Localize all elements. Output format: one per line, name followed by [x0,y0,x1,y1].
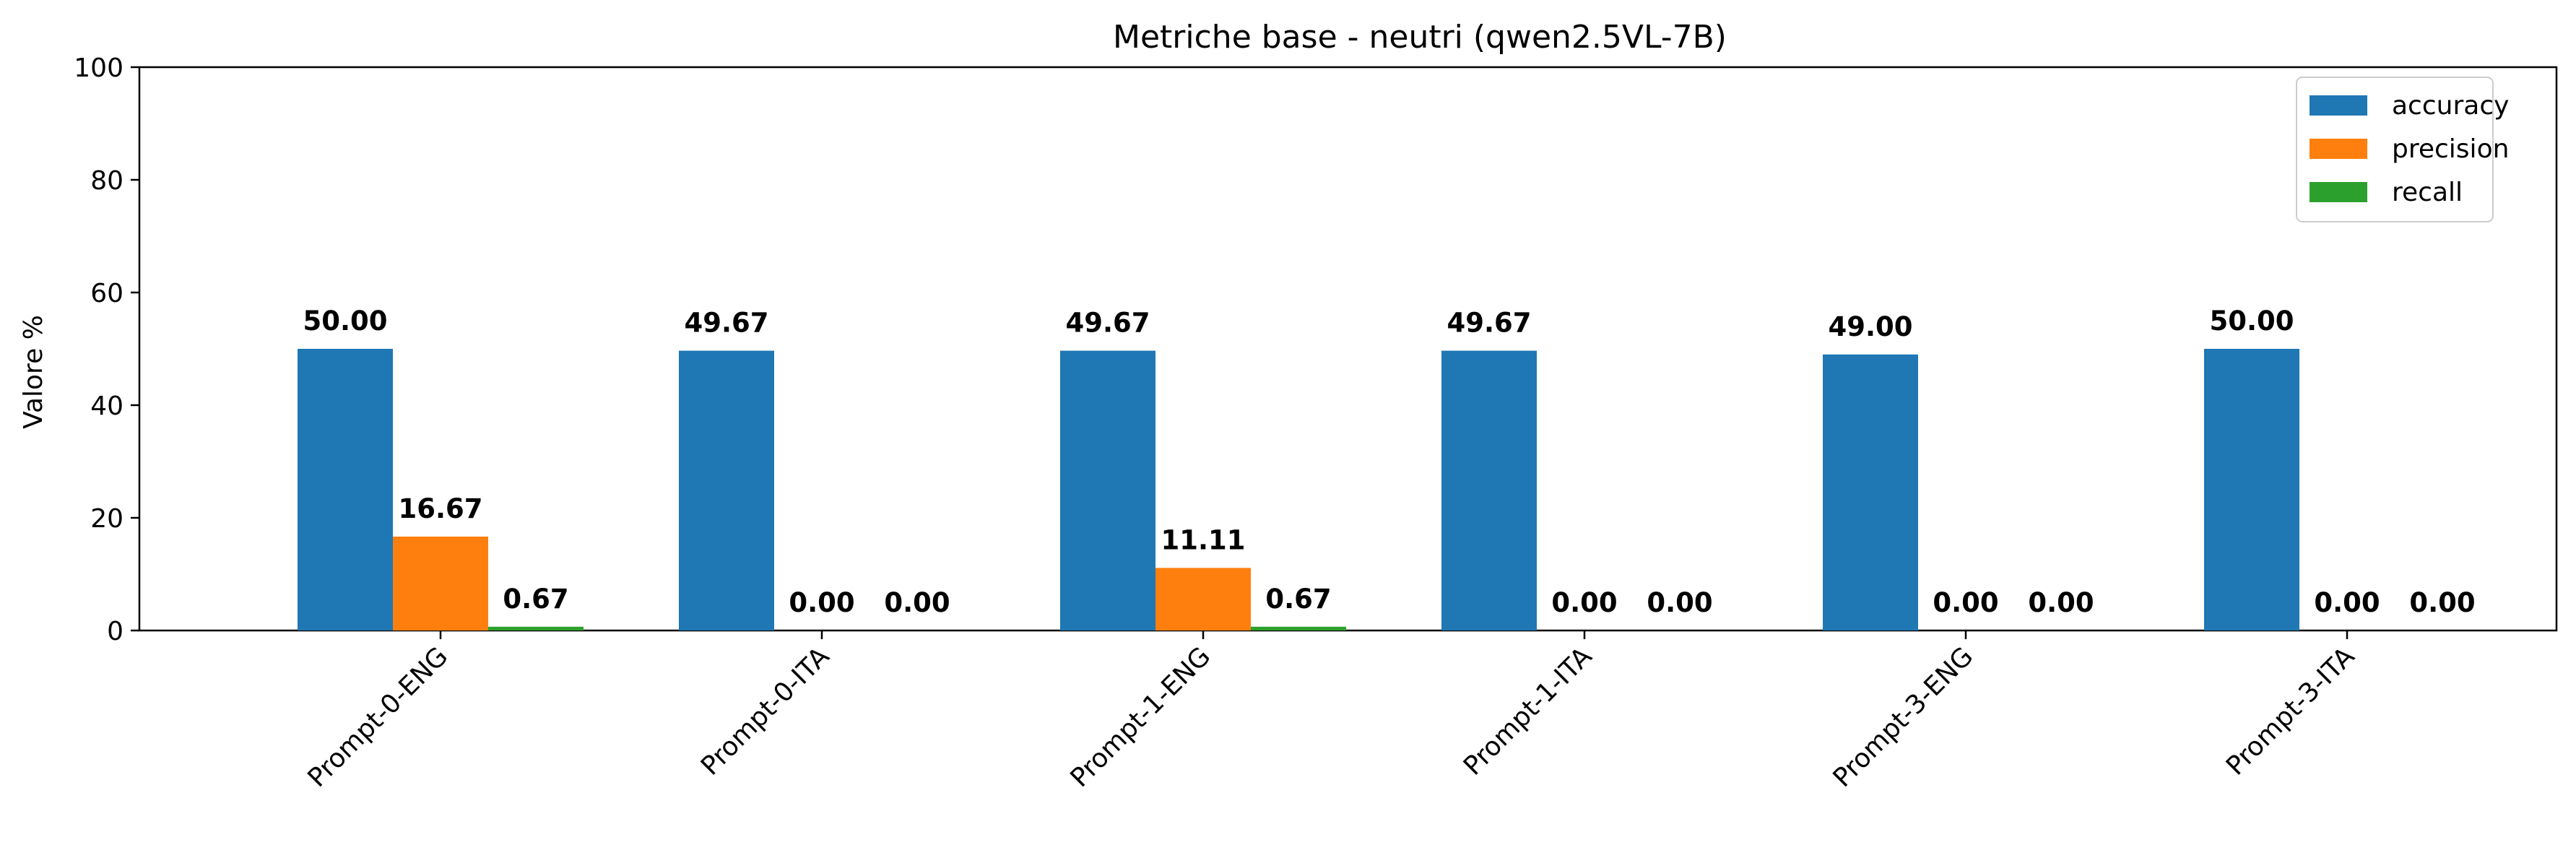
bar-recall [488,626,584,630]
x-tick-label: Prompt-0-ENG [303,641,454,793]
bar-accuracy [2204,349,2299,630]
data-label-recall: 0.00 [884,587,950,618]
data-label-recall: 0.00 [2028,587,2094,618]
data-label-accuracy: 49.67 [1447,308,1531,339]
data-label-accuracy: 49.67 [1065,308,1150,339]
data-labels: 50.00 49.67 49.67 49.67 49.00 50.00 16.67 0.00 1… [303,306,2475,618]
data-label-precision: 16.67 [398,493,482,524]
legend-label-accuracy: accuracy [2392,91,2509,121]
bars [298,349,2299,630]
legend-swatch-precision [2310,139,2367,159]
data-label-recall: 0.67 [1265,584,1331,615]
bar-accuracy [1441,350,1537,630]
x-tick-label: Prompt-0-ITA [695,641,836,781]
data-label-accuracy: 50.00 [2209,306,2294,337]
data-label-recall: 0.00 [2409,587,2475,618]
data-label-accuracy: 50.00 [303,306,387,337]
plot-area [138,66,2558,632]
data-label-precision: 11.11 [1161,524,1245,555]
legend: accuracy precision recall [2296,77,2509,222]
bar-accuracy [1060,350,1155,630]
data-label-recall: 0.67 [503,584,568,615]
bar-accuracy [298,349,393,630]
bar-precision [1155,568,1251,630]
data-label-precision: 0.00 [2314,587,2380,618]
data-label-precision: 0.00 [789,587,854,618]
legend-label-precision: precision [2392,134,2509,164]
bar-accuracy [679,350,774,630]
x-tick-label: Prompt-3-ITA [2221,641,2361,781]
y-tick-label: 60 [90,279,123,308]
data-label-recall: 0.00 [1647,587,1712,618]
y-tick-label: 20 [90,504,123,534]
data-label-precision: 0.00 [1551,587,1617,618]
x-axis: Prompt-0-ENG Prompt-0-ITA Prompt-1-ENG Prom… [303,630,2361,793]
y-tick-label: 80 [90,166,123,196]
bar-precision [393,536,488,630]
bar-accuracy [1823,354,1918,630]
y-axis-label: Valore % [19,315,48,429]
x-tick-label: Prompt-3-ENG [1828,641,1979,793]
data-label-accuracy: 49.00 [1828,311,1912,342]
legend-label-recall: recall [2392,178,2463,207]
bar-recall [1251,626,1346,630]
legend-swatch-accuracy [2310,95,2367,116]
data-label-precision: 0.00 [1933,587,1998,618]
y-tick-label: 100 [74,53,123,83]
y-axis: 0 20 40 60 80 100 [74,53,139,646]
legend-swatch-recall [2310,182,2367,202]
chart-title: Metriche base - neutri (qwen2.5VL-7B) [1113,19,1727,56]
y-tick-label: 0 [107,617,123,646]
plot-frame [138,66,2558,632]
x-tick-label: Prompt-1-ENG [1065,641,1217,793]
data-label-accuracy: 49.67 [684,308,768,339]
x-tick-label: Prompt-1-ITA [1458,641,1598,781]
y-tick-label: 40 [90,391,123,421]
